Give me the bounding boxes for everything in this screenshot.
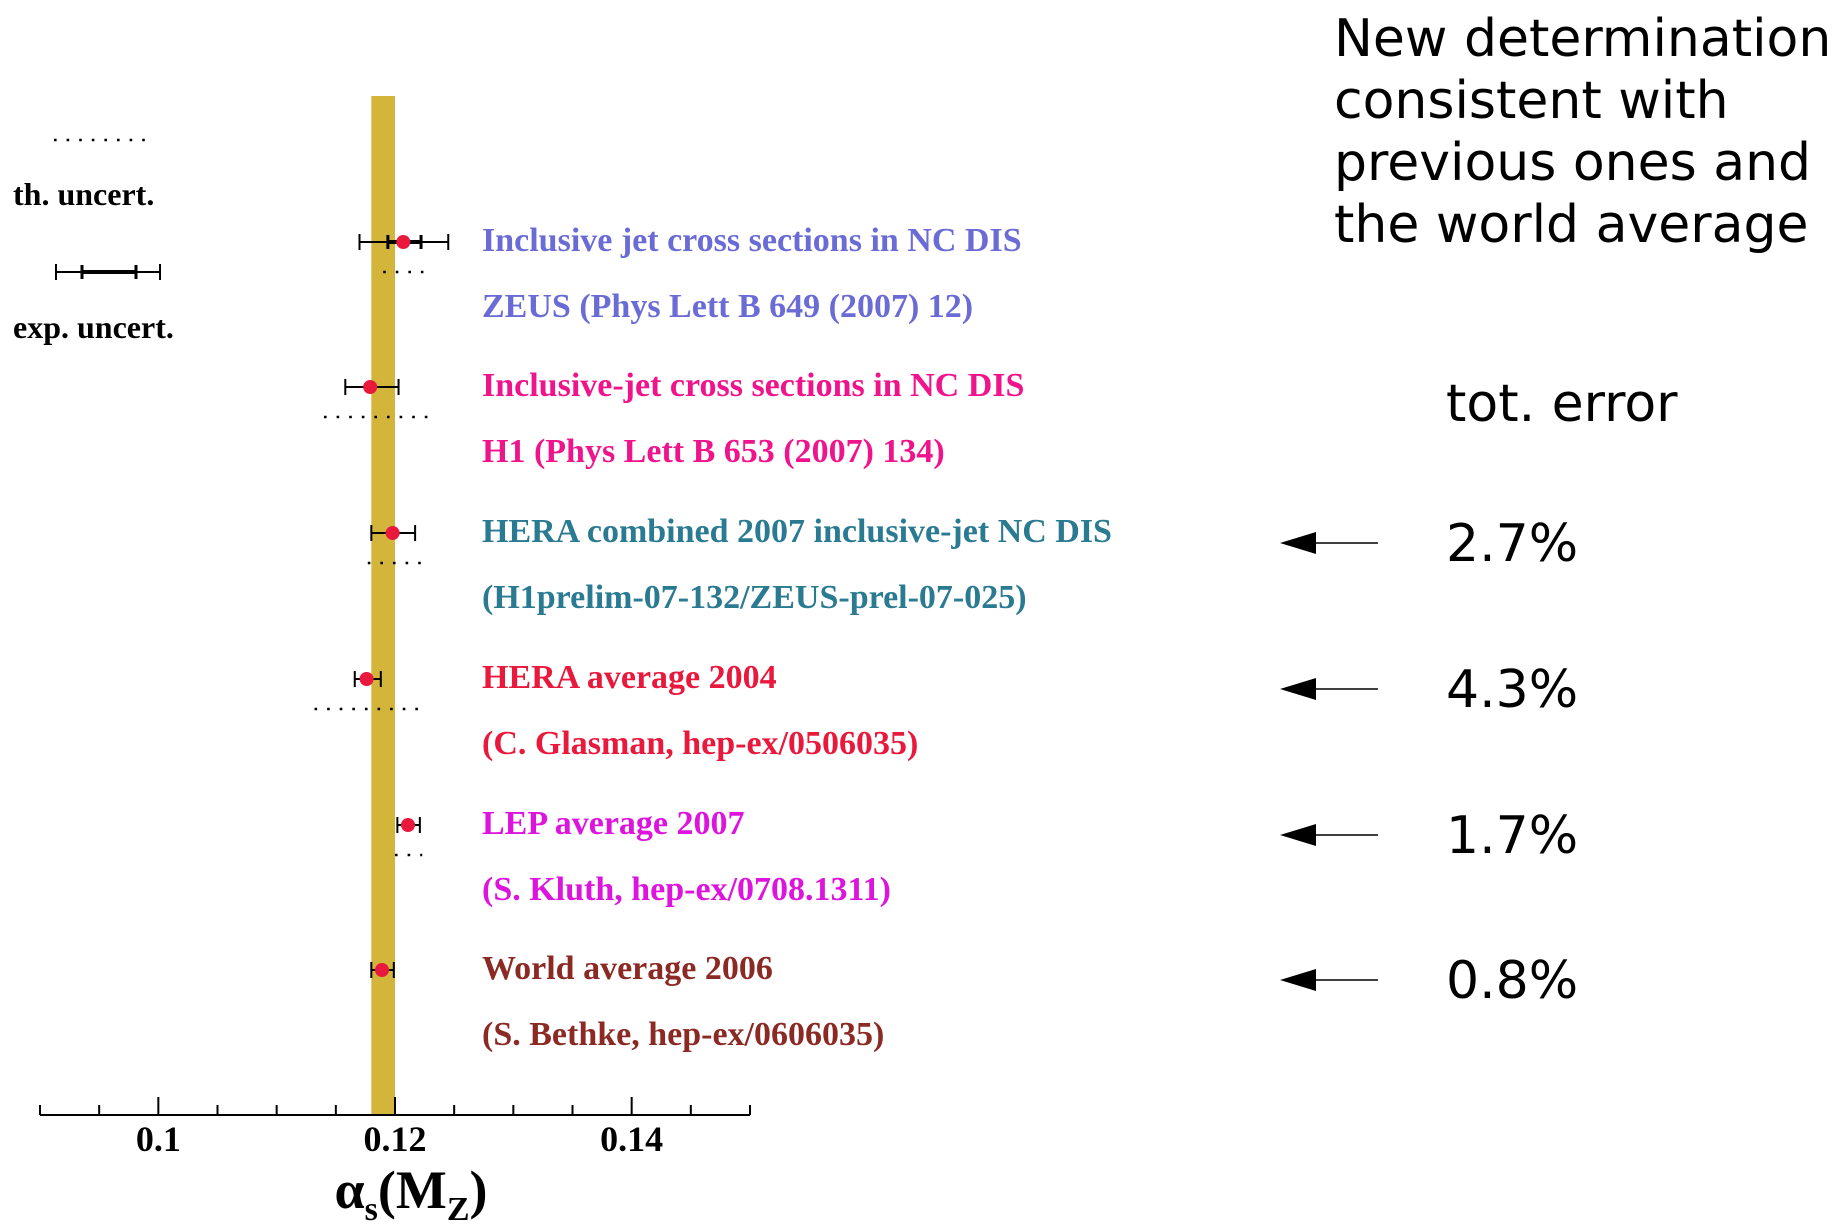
pointer-arrow-head <box>1280 824 1316 846</box>
conclusion-note: New determination consistent with previo… <box>1334 8 1844 256</box>
measurement-label: Inclusive-jet cross sections in NC DIS <box>482 367 1024 404</box>
measurement-label: World average 2006 <box>482 950 773 987</box>
note-line-1: New determination <box>1334 9 1832 69</box>
measurement-reference: (C. Glasman, hep-ex/0506035) <box>482 725 918 762</box>
measurement-label: Inclusive jet cross sections in NC DIS <box>482 222 1022 259</box>
x-tick-label: 0.1 <box>136 1119 181 1159</box>
measurement-reference: (S. Bethke, hep-ex/0606035) <box>482 1016 884 1053</box>
central-value-point <box>363 380 378 394</box>
measurement-2 <box>324 379 432 419</box>
measurement-label: HERA average 2004 <box>482 659 777 696</box>
pointer-arrow-head <box>1280 532 1316 554</box>
central-value-point <box>359 672 374 686</box>
measurement-reference: ZEUS (Phys Lett B 649 (2007) 12) <box>482 288 973 325</box>
legend-th-label: th. uncert. <box>13 176 154 212</box>
x-tick-label: 0.12 <box>364 1119 427 1159</box>
pointer-arrow-head <box>1280 969 1316 991</box>
note-line-4: the world average <box>1334 195 1809 255</box>
central-value-point <box>401 818 416 832</box>
measurement-label: LEP average 2007 <box>482 805 745 842</box>
x-tick-label: 0.14 <box>600 1119 663 1159</box>
note-line-2: consistent with <box>1334 71 1729 131</box>
total-error-value: 4.3% <box>1446 660 1578 720</box>
pointer-arrow-head <box>1280 678 1316 700</box>
total-error-value: 0.8% <box>1446 951 1578 1011</box>
central-value-point <box>385 526 400 540</box>
measurement-3 <box>367 525 423 565</box>
measurement-reference: (S. Kluth, hep-ex/0708.1311) <box>482 871 891 908</box>
measurement-reference: (H1prelim-07-132/ZEUS-prel-07-025) <box>482 579 1027 616</box>
note-line-3: previous ones and <box>1334 133 1812 193</box>
measurement-1 <box>358 234 450 274</box>
central-value-point <box>396 235 411 249</box>
measurement-reference: H1 (Phys Lett B 653 (2007) 134) <box>482 433 945 470</box>
total-error-value: 1.7% <box>1446 806 1578 866</box>
tot-error-header: tot. error <box>1446 374 1678 434</box>
measurement-label: HERA combined 2007 inclusive-jet NC DIS <box>482 513 1112 550</box>
central-value-point <box>374 963 389 977</box>
total-error-value: 2.7% <box>1446 514 1578 574</box>
measurement-4 <box>314 671 423 711</box>
legend-exp-label: exp. uncert. <box>13 309 174 345</box>
measurement-6 <box>370 962 395 978</box>
x-axis-label: αs(MZ) <box>335 1160 488 1228</box>
measurement-5 <box>395 817 423 857</box>
world-average-band <box>371 96 395 1115</box>
